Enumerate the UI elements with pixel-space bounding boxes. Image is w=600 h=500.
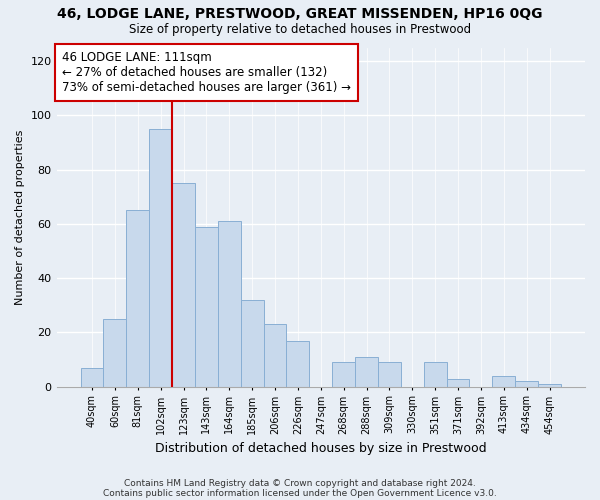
Bar	[424, 362, 446, 386]
Bar	[172, 183, 195, 386]
Bar	[218, 221, 241, 386]
Bar	[127, 210, 149, 386]
Bar	[263, 324, 286, 386]
Bar	[446, 378, 469, 386]
Text: Contains HM Land Registry data © Crown copyright and database right 2024.: Contains HM Land Registry data © Crown c…	[124, 478, 476, 488]
Y-axis label: Number of detached properties: Number of detached properties	[15, 130, 25, 305]
Text: 46 LODGE LANE: 111sqm
← 27% of detached houses are smaller (132)
73% of semi-det: 46 LODGE LANE: 111sqm ← 27% of detached …	[62, 51, 351, 94]
X-axis label: Distribution of detached houses by size in Prestwood: Distribution of detached houses by size …	[155, 442, 487, 455]
Bar	[515, 381, 538, 386]
Bar	[241, 300, 263, 386]
Bar	[332, 362, 355, 386]
Text: 46, LODGE LANE, PRESTWOOD, GREAT MISSENDEN, HP16 0QG: 46, LODGE LANE, PRESTWOOD, GREAT MISSEND…	[57, 8, 543, 22]
Bar	[538, 384, 561, 386]
Bar	[493, 376, 515, 386]
Bar	[103, 319, 127, 386]
Bar	[286, 340, 310, 386]
Bar	[378, 362, 401, 386]
Bar	[80, 368, 103, 386]
Text: Size of property relative to detached houses in Prestwood: Size of property relative to detached ho…	[129, 22, 471, 36]
Text: Contains public sector information licensed under the Open Government Licence v3: Contains public sector information licen…	[103, 488, 497, 498]
Bar	[355, 357, 378, 386]
Bar	[195, 226, 218, 386]
Bar	[149, 129, 172, 386]
